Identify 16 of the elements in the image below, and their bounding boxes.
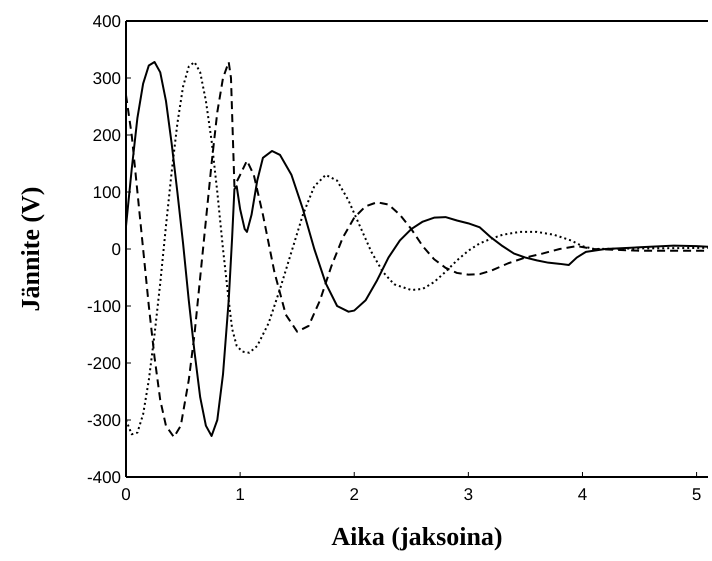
- x-tick-label: 4: [578, 485, 588, 504]
- y-tick-label: 200: [92, 126, 121, 146]
- y-tick-label: 300: [92, 69, 121, 88]
- x-tick-label: 1: [235, 485, 245, 504]
- y-tick-label: -100: [86, 297, 121, 316]
- x-tick-label: 3: [464, 485, 474, 504]
- x-tick-label: 2: [350, 485, 359, 504]
- y-tick-label: 100: [92, 183, 121, 202]
- x-tick-label: 5: [692, 485, 702, 504]
- y-tick-label: -200: [86, 354, 121, 374]
- y-tick-label: 400: [92, 12, 121, 32]
- y-axis-title: Jännite (V): [16, 186, 46, 312]
- y-tick-label: -400: [86, 468, 121, 488]
- x-axis-title: Aika (jaksoina): [331, 522, 503, 551]
- y-tick-label: -300: [86, 411, 121, 430]
- y-tick-label: 0: [112, 240, 121, 260]
